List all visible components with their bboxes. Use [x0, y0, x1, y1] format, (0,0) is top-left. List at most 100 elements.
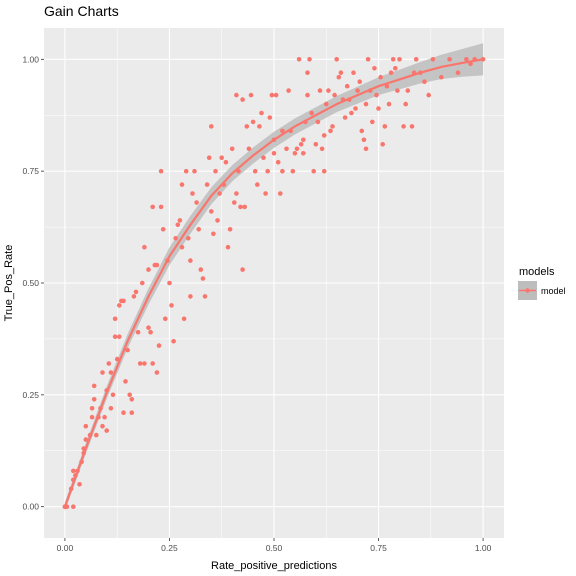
- data-point: [328, 128, 333, 134]
- data-point: [384, 83, 390, 89]
- data-point: [112, 316, 118, 322]
- data-point: [275, 159, 281, 165]
- data-point: [198, 267, 204, 272]
- data-point: [225, 244, 231, 250]
- data-point: [188, 258, 193, 263]
- data-point: [338, 70, 344, 75]
- data-point: [263, 191, 268, 196]
- data-point: [106, 361, 112, 366]
- data-point: [150, 204, 155, 210]
- data-point: [357, 79, 363, 84]
- data-point: [209, 209, 214, 214]
- data-point: [181, 316, 187, 322]
- data-point: [430, 57, 436, 62]
- data-point: [363, 101, 369, 107]
- data-point: [234, 191, 239, 196]
- data-point: [426, 92, 432, 98]
- data-point: [365, 57, 371, 62]
- data-point: [326, 88, 331, 93]
- smooth-line: [63, 58, 484, 508]
- data-point: [376, 106, 381, 111]
- legend: models model: [518, 266, 566, 300]
- data-point: [447, 57, 452, 62]
- data-point: [194, 200, 199, 205]
- x-tick-label: 0.75: [370, 543, 387, 553]
- data-point: [336, 74, 342, 80]
- data-point: [196, 227, 201, 232]
- confidence-ribbon: [64, 43, 484, 512]
- data-point: [254, 182, 260, 187]
- data-point: [156, 343, 162, 348]
- x-axis-ticks: 0.00 0.25 0.50 0.75 1.00: [57, 538, 492, 553]
- data-point: [142, 361, 147, 366]
- data-point: [290, 168, 296, 174]
- data-point: [238, 204, 243, 210]
- data-point: [200, 276, 206, 281]
- scatter-points: [62, 57, 486, 510]
- data-point: [313, 142, 319, 147]
- data-point: [131, 294, 137, 299]
- data-point: [215, 218, 220, 223]
- data-point: [112, 334, 118, 340]
- data-point: [71, 504, 76, 510]
- data-point: [370, 119, 375, 125]
- data-point: [89, 414, 95, 420]
- data-point: [334, 57, 340, 62]
- data-point: [409, 124, 415, 129]
- data-point: [267, 115, 273, 120]
- data-point: [324, 101, 329, 107]
- data-point: [114, 356, 120, 362]
- data-point: [273, 92, 279, 98]
- data-point: [374, 92, 379, 98]
- data-point: [317, 88, 323, 93]
- data-point: [227, 227, 233, 232]
- data-point: [405, 88, 411, 93]
- data-point: [110, 392, 116, 398]
- y-axis-title: True_Pos_Rate: [3, 245, 15, 322]
- data-point: [330, 124, 335, 129]
- ribbon-band: [64, 43, 484, 512]
- data-point: [204, 182, 210, 187]
- data-point: [234, 92, 239, 98]
- data-point: [175, 222, 181, 228]
- y-tick-label: 1.00: [22, 54, 39, 64]
- data-point: [129, 397, 135, 402]
- data-point: [71, 468, 76, 474]
- y-tick-label: 0.00: [22, 502, 39, 512]
- data-point: [305, 92, 310, 98]
- data-point: [232, 200, 237, 205]
- data-point: [142, 244, 147, 250]
- data-point: [94, 432, 99, 438]
- data-point: [393, 66, 398, 71]
- data-point: [211, 231, 216, 237]
- smooth-curve: [63, 58, 484, 508]
- legend-key-point: [525, 288, 530, 293]
- data-point: [89, 406, 95, 411]
- data-point: [202, 294, 208, 299]
- data-point: [121, 410, 126, 416]
- data-point: [102, 414, 107, 420]
- y-tick-label: 0.75: [22, 166, 39, 176]
- data-point: [129, 410, 135, 416]
- data-point: [294, 146, 300, 152]
- data-point: [390, 57, 396, 62]
- data-point: [154, 262, 160, 268]
- x-axis-title: Rate_positive_predictions: [211, 560, 337, 572]
- data-point: [104, 428, 109, 433]
- data-point: [351, 70, 356, 75]
- data-point: [242, 204, 247, 210]
- data-point: [158, 204, 164, 210]
- data-point: [284, 146, 289, 152]
- data-point: [464, 57, 469, 62]
- data-point: [388, 70, 394, 75]
- data-point: [265, 168, 271, 174]
- data-point: [148, 329, 153, 335]
- data-point: [359, 128, 365, 134]
- data-point: [349, 110, 354, 116]
- data-point: [319, 146, 325, 152]
- data-point: [342, 115, 348, 120]
- data-point: [150, 361, 155, 366]
- data-point: [167, 280, 172, 286]
- data-point: [125, 347, 130, 353]
